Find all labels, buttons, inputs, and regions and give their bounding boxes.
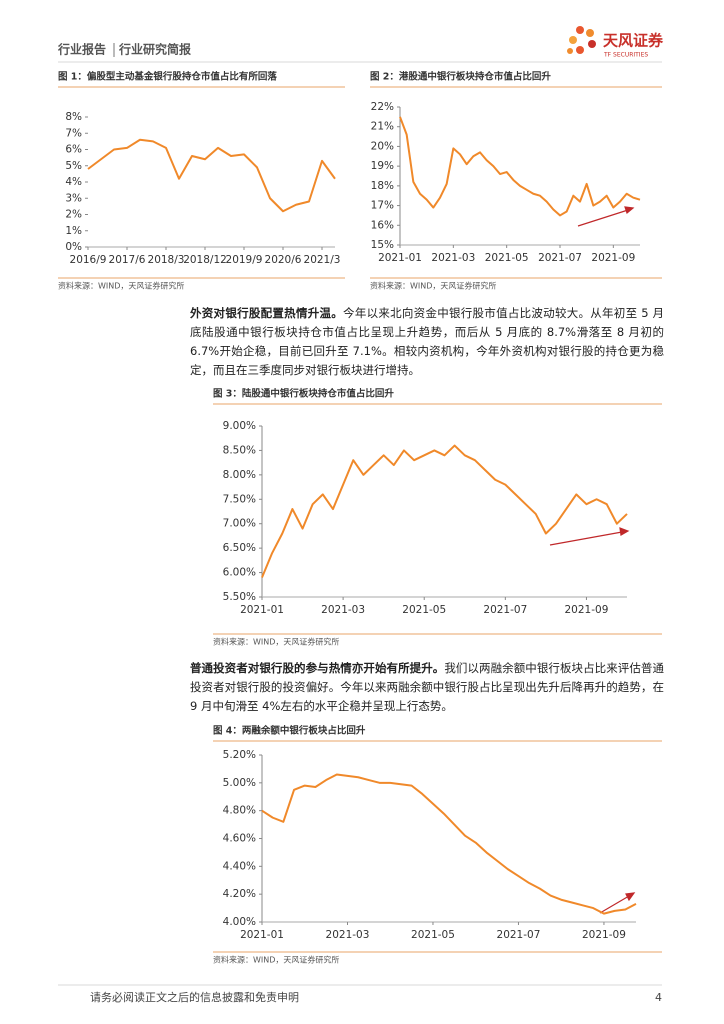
y-tick-label: 5.20% (223, 749, 256, 761)
x-tick-label: 2016/9 (70, 254, 107, 266)
y-tick-label: 19% (371, 160, 394, 172)
footer-disclaimer: 请务必阅读正文之后的信息披露和免责申明 (90, 990, 299, 1004)
y-tick-label: 5% (65, 160, 82, 172)
chart-title: 图 3：陆股通中银行板块持仓市值占比回升 (213, 388, 394, 400)
chart-source: 资料来源：WIND，天风证券研究所 (213, 955, 339, 965)
data-line (261, 444, 628, 578)
y-tick-label: 7% (65, 127, 82, 139)
logo-text: 天风证券 (603, 32, 664, 50)
y-tick-label: 3% (65, 192, 82, 204)
x-tick-label: 2021-09 (565, 604, 609, 616)
data-line (261, 773, 637, 915)
y-tick-label: 17% (371, 200, 394, 212)
paragraph: 外资对银行股配置热情升温。今年以来北向资金中银行股市值占比波动较大。从年初至 5… (190, 304, 664, 380)
logo-icon (567, 26, 596, 54)
paragraph-body: 今年以来北向资金中银行股市值占比波动较大。从年初至 5 月底陆股通中银行板块持仓… (190, 306, 665, 377)
y-tick-label: 5.00% (223, 777, 256, 789)
logo-subtext: TF SECURITIES (603, 52, 648, 59)
x-tick-label: 2019/9 (226, 254, 263, 266)
chart-title: 图 4：两融余额中银行板块占比回升 (213, 725, 366, 737)
paragraph-lead: 外资对银行股配置热情升温。 (190, 306, 344, 320)
page-number: 4 (655, 991, 662, 1004)
y-tick-label: 1% (65, 225, 82, 237)
x-tick-label: 2021-05 (485, 252, 529, 264)
y-tick-label: 8.50% (223, 444, 256, 456)
y-tick-label: 6.00% (223, 567, 256, 579)
x-tick-label: 2021-09 (591, 252, 635, 264)
y-tick-label: 6% (65, 144, 82, 156)
y-tick-label: 4.20% (223, 888, 256, 900)
y-tick-label: 4% (65, 176, 82, 188)
annotation-arrows (549, 206, 636, 914)
y-tick-label: 8% (65, 111, 82, 123)
data-line (399, 116, 641, 217)
y-tick-label: 7.00% (223, 518, 256, 530)
y-tick-label: 4.40% (223, 860, 256, 872)
x-tick-label: 2021-03 (431, 252, 475, 264)
chart-title: 图 2：港股通中银行板块持仓市值占比回升 (370, 71, 551, 83)
x-tick-label: 2020/6 (265, 254, 302, 266)
chart-source: 资料来源：WIND，天风证券研究所 (370, 281, 496, 291)
y-tick-label: 2% (65, 209, 82, 221)
y-tick-label: 8.00% (223, 469, 256, 481)
x-tick-label: 2018/12 (183, 254, 227, 266)
x-tick-label: 2021/3 (304, 254, 341, 266)
x-tick-label: 2021-05 (411, 929, 455, 941)
header-left: 行业报告 (57, 42, 106, 57)
x-tick-label: 2018/3 (148, 254, 185, 266)
y-tick-label: 5.50% (223, 591, 256, 603)
y-tick-label: 9.00% (223, 420, 256, 432)
paragraph: 普通投资者对银行股的参与热情亦开始有所提升。我们以两融余额中银行板块占比来评估普… (190, 659, 664, 716)
x-tick-label: 2017/6 (109, 254, 146, 266)
y-tick-label: 4.60% (223, 833, 256, 845)
x-tick-label: 2021-01 (240, 604, 284, 616)
x-tick-label: 2021-01 (240, 929, 284, 941)
chart-source: 资料来源：WIND，天风证券研究所 (213, 637, 339, 647)
y-tick-label: 21% (371, 121, 394, 133)
x-tick-label: 2021-07 (538, 252, 582, 264)
chart-title: 图 1：偏股型主动基金银行股持仓市值占比有所回落 (58, 71, 277, 83)
x-tick-label: 2021-07 (483, 604, 527, 616)
x-tick-label: 2021-07 (497, 929, 541, 941)
paragraph-lead: 普通投资者对银行股的参与热情亦开始有所提升。 (190, 661, 445, 675)
y-tick-label: 22% (371, 101, 394, 113)
y-tick-label: 4.80% (223, 805, 256, 817)
y-tick-label: 6.50% (223, 542, 256, 554)
paragraph-body: 我们以两融余额中银行板块占比来评估普通投资者对银行股的投资偏好。今年以来两融余额… (190, 661, 664, 713)
y-tick-label: 20% (371, 140, 394, 152)
y-tick-label: 18% (371, 180, 394, 192)
data-line (87, 138, 336, 213)
y-tick-label: 4.00% (223, 916, 256, 928)
x-tick-label: 2021-03 (321, 604, 365, 616)
header-right: 行业研究简报 (118, 42, 191, 57)
x-tick-label: 2021-09 (582, 929, 626, 941)
x-tick-label: 2021-01 (378, 252, 422, 264)
y-tick-label: 16% (371, 219, 394, 231)
chart-source: 资料来源：WIND，天风证券研究所 (58, 281, 184, 291)
y-tick-label: 15% (371, 239, 394, 251)
x-tick-label: 2021-03 (326, 929, 370, 941)
y-tick-label: 7.50% (223, 493, 256, 505)
y-tick-label: 0% (65, 241, 82, 253)
x-tick-label: 2021-05 (402, 604, 446, 616)
